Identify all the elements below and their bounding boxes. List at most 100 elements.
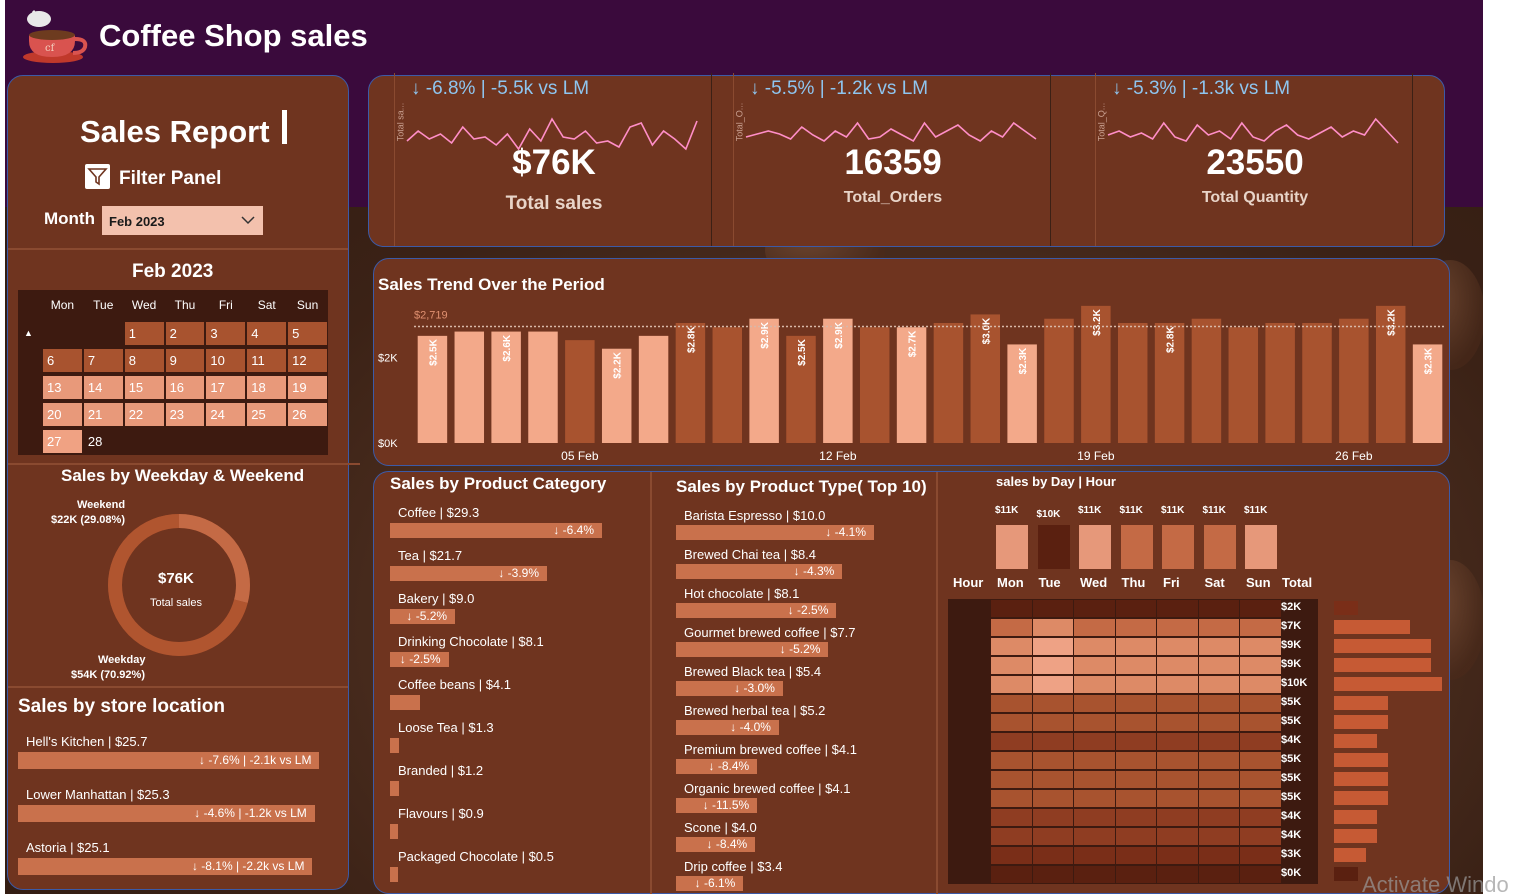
trend-bar[interactable] (859, 327, 890, 443)
calendar-day[interactable]: 9 (165, 349, 205, 372)
trend-bar[interactable] (601, 348, 632, 443)
heatmap-cell[interactable] (1240, 847, 1281, 864)
heatmap-cell[interactable] (1074, 714, 1115, 731)
heatmap-cell[interactable] (1157, 714, 1198, 731)
trend-bar[interactable] (1081, 305, 1111, 443)
heatmap-cell[interactable] (1198, 695, 1239, 712)
calendar-day[interactable]: 21 (83, 403, 123, 426)
trend-bar[interactable] (896, 327, 927, 443)
heatmap-cell[interactable] (1240, 809, 1281, 826)
heatmap-cell[interactable] (1157, 828, 1198, 845)
heatmap-cell[interactable] (1032, 695, 1073, 712)
calendar-day[interactable]: 24 (206, 403, 246, 426)
heatmap-cell[interactable] (991, 828, 1032, 845)
heatmap-cell[interactable] (1157, 752, 1198, 769)
heatmap-cell[interactable] (1032, 828, 1073, 845)
heatmap-cell[interactable] (1115, 752, 1156, 769)
calendar-day[interactable]: 6 (43, 349, 82, 372)
heatmap-cell[interactable] (1074, 733, 1115, 750)
heatmap-cell[interactable] (1157, 676, 1198, 693)
heatmap-cell[interactable] (1198, 771, 1239, 788)
store-bar[interactable]: ↓ -4.6% | -1.2k vs LM (18, 805, 315, 822)
heatmap-cell[interactable] (991, 695, 1032, 712)
heatmap-cell[interactable] (1198, 828, 1239, 845)
hour-total-bar[interactable] (1334, 639, 1432, 653)
trend-bar[interactable] (749, 318, 779, 443)
heatmap-cell[interactable] (1074, 638, 1115, 655)
heatmap-cell[interactable] (1074, 600, 1115, 617)
hour-total-bar[interactable] (1334, 867, 1358, 881)
product-type-bar[interactable]: ↓ -5.2% (676, 642, 829, 657)
heatmap-cell[interactable] (1032, 733, 1073, 750)
heatmap-cell[interactable] (1074, 657, 1115, 674)
heatmap-cell[interactable] (1115, 657, 1156, 674)
heatmap-cell[interactable] (1198, 809, 1239, 826)
heatmap-cell[interactable] (1198, 600, 1239, 617)
calendar-day[interactable]: 5 (288, 322, 327, 345)
heatmap-cell[interactable] (1115, 847, 1156, 864)
heatmap-cell[interactable] (1074, 619, 1115, 636)
calendar-day[interactable]: 25 (247, 403, 287, 426)
day-total-bar[interactable] (1079, 525, 1111, 569)
heatmap-cell[interactable] (1115, 790, 1156, 807)
calendar-day[interactable]: 17 (206, 376, 246, 399)
heatmap-cell[interactable] (1240, 733, 1281, 750)
hour-total-bar[interactable] (1334, 601, 1358, 615)
heatmap-cell[interactable] (991, 638, 1032, 655)
heatmap-cell[interactable] (1115, 600, 1156, 617)
trend-bar[interactable] (454, 331, 485, 443)
heatmap-cell[interactable] (1240, 600, 1281, 617)
heatmap-cell[interactable] (1074, 676, 1115, 693)
heatmap-cell[interactable] (1032, 676, 1073, 693)
heatmap-cell[interactable] (991, 714, 1032, 731)
calendar-day[interactable]: 27 (43, 430, 82, 453)
heatmap-cell[interactable] (1032, 657, 1073, 674)
heatmap-cell[interactable] (1074, 752, 1115, 769)
day-total-bar[interactable] (996, 525, 1028, 569)
heatmap-cell[interactable] (1240, 828, 1281, 845)
heatmap-cell[interactable] (1198, 676, 1239, 693)
heatmap-cell[interactable] (1157, 733, 1198, 750)
hour-total-bar[interactable] (1334, 696, 1388, 710)
category-bar[interactable]: ↓ -3.9% (390, 566, 547, 581)
trend-bar[interactable] (417, 335, 448, 443)
category-bar[interactable]: ↓ -2.5% (390, 652, 449, 667)
trend-bar[interactable] (1228, 327, 1259, 443)
donut-weekday-slice[interactable] (108, 514, 250, 656)
heatmap-cell[interactable] (991, 809, 1032, 826)
trend-bar[interactable] (675, 323, 706, 443)
product-type-bar[interactable]: ↓ -2.5% (676, 603, 837, 618)
trend-bar[interactable] (970, 314, 1001, 443)
calendar-day[interactable]: 2 (165, 322, 205, 345)
product-type-bar[interactable]: ↓ -4.0% (676, 720, 779, 735)
day-total-bar[interactable] (1037, 525, 1070, 569)
heatmap-cell[interactable] (1157, 619, 1198, 636)
heatmap-cell[interactable] (991, 619, 1032, 636)
heatmap-cell[interactable] (991, 771, 1032, 788)
calendar-day[interactable]: 3 (206, 322, 246, 345)
heatmap-cell[interactable] (1198, 790, 1239, 807)
calendar-day[interactable]: 13 (43, 376, 82, 399)
heatmap-cell[interactable] (1157, 695, 1198, 712)
product-type-bar[interactable]: ↓ -4.3% (676, 564, 843, 579)
heatmap-cell[interactable] (1032, 714, 1073, 731)
calendar-day[interactable]: 20 (43, 403, 82, 426)
calendar-day[interactable]: 16 (165, 376, 205, 399)
calendar-day[interactable]: 8 (124, 349, 164, 372)
weekday-weekend-donut[interactable] (104, 510, 254, 660)
heatmap-cell[interactable] (1240, 676, 1281, 693)
hour-total-bar[interactable] (1334, 753, 1388, 767)
heatmap-cell[interactable] (1240, 638, 1281, 655)
kpi-card[interactable]: Total_Q... ↓ -5.3% | -1.3k vs LM 23550 Tota… (1095, 73, 1413, 246)
heatmap-cell[interactable] (1198, 657, 1239, 674)
hour-total-bar[interactable] (1334, 734, 1378, 748)
heatmap-cell[interactable] (1115, 638, 1156, 655)
category-bar[interactable] (390, 695, 420, 710)
calendar-day[interactable]: 26 (288, 403, 327, 426)
calendar-day[interactable]: 18 (247, 376, 287, 399)
heatmap-cell[interactable] (1240, 657, 1281, 674)
heatmap-cell[interactable] (1032, 790, 1073, 807)
calendar-day[interactable]: 19 (288, 376, 327, 399)
trend-bar[interactable] (1375, 305, 1406, 443)
trend-bar[interactable] (528, 331, 558, 443)
